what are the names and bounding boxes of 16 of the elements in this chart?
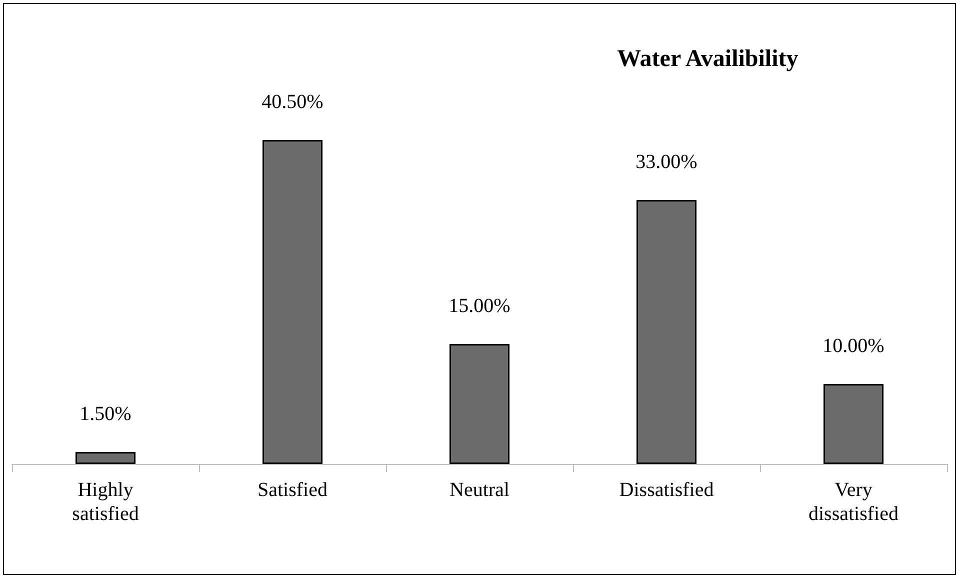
bar — [824, 384, 884, 464]
bar — [636, 200, 696, 464]
data-label: 1.50% — [80, 403, 132, 425]
x-tick-label: Very dissatisfied — [808, 479, 898, 525]
data-label: 33.00% — [636, 151, 698, 173]
x-tick-label: Satisfied — [258, 479, 328, 501]
bar — [76, 452, 136, 464]
data-label: 15.00% — [448, 295, 510, 317]
chart-title: Water Availibility — [617, 46, 798, 72]
x-tick-label: Dissatisfied — [619, 479, 714, 501]
bar — [450, 344, 510, 464]
bar — [262, 140, 322, 464]
data-label: 10.00% — [822, 335, 884, 357]
data-label: 40.50% — [262, 91, 324, 113]
x-tick-label: Highly satisfied — [72, 479, 139, 525]
x-tick-label: Neutral — [450, 479, 510, 501]
